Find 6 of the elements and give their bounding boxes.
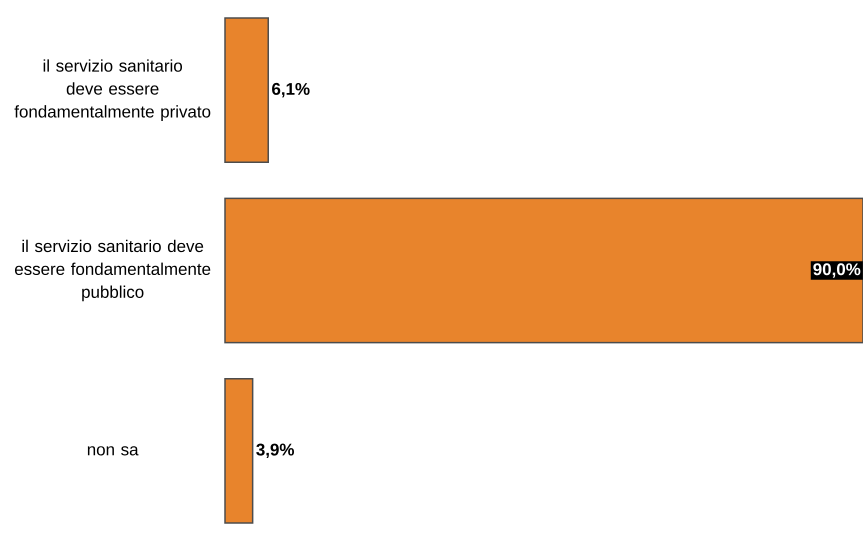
data-label: 90,0% xyxy=(813,263,860,278)
y-tick-label: non sa xyxy=(88,446,139,456)
y-tick-label: il servizio sanitario deve essere fondamentalmente pubblico xyxy=(14,240,210,302)
data-label: 3,9% xyxy=(256,444,294,458)
data-label: 6,1% xyxy=(272,82,310,98)
y-tick-label: il servizio sanitario deve essere fondamentalmente privato xyxy=(14,59,210,121)
